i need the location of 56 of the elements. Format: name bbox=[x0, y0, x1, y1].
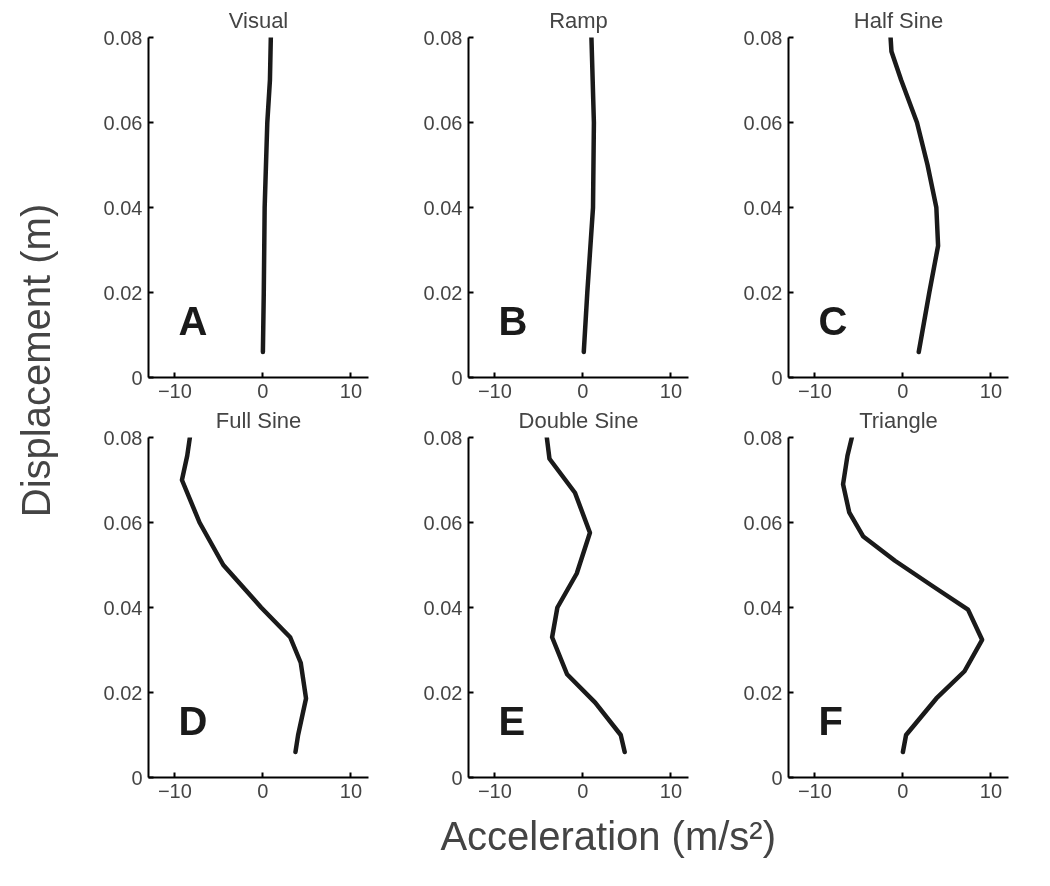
y-tick-label: 0.06 bbox=[103, 111, 143, 134]
y-tick-label: 0.02 bbox=[423, 281, 463, 304]
y-tick-label: 0.08 bbox=[743, 426, 783, 449]
x-tick-label: 10 bbox=[979, 779, 1003, 802]
y-tick-label: 0.08 bbox=[103, 426, 143, 449]
x-tick-label: −10 bbox=[477, 379, 512, 402]
x-tick-label: 0 bbox=[257, 779, 269, 802]
x-tick-label: −10 bbox=[157, 779, 192, 802]
annotation: B bbox=[498, 298, 528, 343]
y-tick-label: 0.04 bbox=[103, 196, 143, 219]
y-tick-label: 0.04 bbox=[743, 596, 783, 619]
x-axis-title: Acceleration (m/s²) bbox=[440, 813, 777, 858]
x-tick-label: 0 bbox=[257, 379, 269, 402]
chart-title: Ramp bbox=[549, 7, 608, 33]
y-tick-label: 0.02 bbox=[423, 681, 463, 704]
x-tick-label: 0 bbox=[577, 779, 589, 802]
chart-title: Triangle bbox=[859, 407, 938, 433]
y-tick-label: 0.06 bbox=[103, 511, 143, 534]
y-tick-label: 0.06 bbox=[423, 111, 463, 134]
y-tick-label: 0.04 bbox=[423, 596, 463, 619]
annotation: E bbox=[498, 698, 526, 743]
y-tick-label: 0.02 bbox=[743, 681, 783, 704]
annotation: D bbox=[178, 698, 208, 743]
x-tick-label: 10 bbox=[339, 379, 363, 402]
x-tick-label: 10 bbox=[659, 379, 683, 402]
y-tick-label: 0.06 bbox=[743, 511, 783, 534]
x-tick-label: −10 bbox=[157, 379, 192, 402]
chart-title: Full Sine bbox=[215, 407, 302, 433]
y-tick-label: 0.08 bbox=[743, 26, 783, 49]
y-tick-label: 0.02 bbox=[743, 281, 783, 304]
annotation: F bbox=[818, 698, 843, 743]
y-tick-label: 0.08 bbox=[423, 426, 463, 449]
x-tick-label: −10 bbox=[797, 779, 832, 802]
chart-title: Visual bbox=[228, 7, 289, 33]
y-tick-label: 0.06 bbox=[423, 511, 463, 534]
x-tick-label: −10 bbox=[797, 379, 832, 402]
y-tick-label: 0.04 bbox=[743, 196, 783, 219]
x-tick-label: 0 bbox=[897, 379, 909, 402]
x-tick-label: 10 bbox=[979, 379, 1003, 402]
y-tick-label: 0.02 bbox=[103, 281, 143, 304]
chart-title: Half Sine bbox=[853, 7, 944, 33]
annotation: A bbox=[178, 298, 208, 343]
y-tick-label: 0.08 bbox=[423, 26, 463, 49]
y-tick-label: 0.04 bbox=[423, 196, 463, 219]
y-axis-title: Displacement (m) bbox=[13, 203, 58, 518]
x-tick-label: 0 bbox=[897, 779, 909, 802]
y-tick-label: 0.08 bbox=[103, 26, 143, 49]
x-tick-label: 10 bbox=[339, 779, 363, 802]
x-tick-label: 10 bbox=[659, 779, 683, 802]
y-tick-label: 0.06 bbox=[743, 111, 783, 134]
y-tick-label: 0.04 bbox=[103, 596, 143, 619]
y-tick-label: 0.02 bbox=[103, 681, 143, 704]
x-tick-label: 0 bbox=[577, 379, 589, 402]
chart-title: Double Sine bbox=[518, 407, 639, 433]
annotation: C bbox=[818, 298, 848, 343]
x-tick-label: −10 bbox=[477, 779, 512, 802]
